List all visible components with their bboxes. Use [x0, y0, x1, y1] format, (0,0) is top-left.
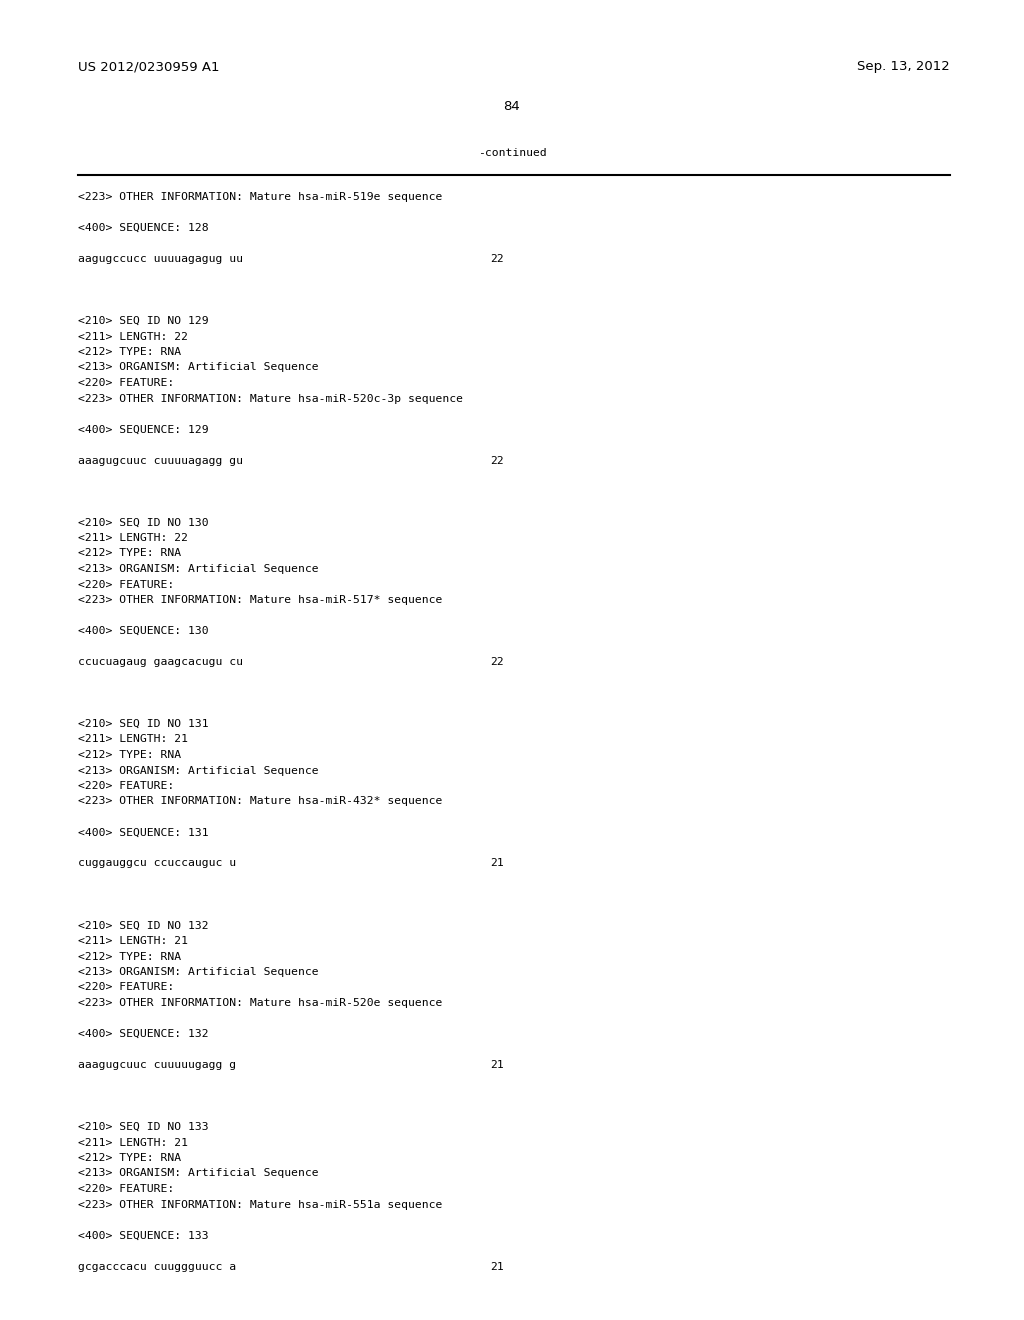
Text: <213> ORGANISM: Artificial Sequence: <213> ORGANISM: Artificial Sequence: [78, 766, 318, 776]
Text: US 2012/0230959 A1: US 2012/0230959 A1: [78, 59, 219, 73]
Text: <220> FEATURE:: <220> FEATURE:: [78, 982, 174, 993]
Text: <400> SEQUENCE: 129: <400> SEQUENCE: 129: [78, 425, 209, 434]
Text: <400> SEQUENCE: 131: <400> SEQUENCE: 131: [78, 828, 209, 837]
Text: -continued: -continued: [477, 148, 547, 158]
Text: <400> SEQUENCE: 132: <400> SEQUENCE: 132: [78, 1030, 209, 1039]
Text: <212> TYPE: RNA: <212> TYPE: RNA: [78, 1152, 181, 1163]
Text: <220> FEATURE:: <220> FEATURE:: [78, 378, 174, 388]
Text: <210> SEQ ID NO 133: <210> SEQ ID NO 133: [78, 1122, 209, 1133]
Text: 21: 21: [490, 858, 504, 869]
Text: cuggauggcu ccuccauguc u: cuggauggcu ccuccauguc u: [78, 858, 237, 869]
Text: <210> SEQ ID NO 130: <210> SEQ ID NO 130: [78, 517, 209, 528]
Text: 22: 22: [490, 657, 504, 667]
Text: <211> LENGTH: 21: <211> LENGTH: 21: [78, 1138, 188, 1147]
Text: <220> FEATURE:: <220> FEATURE:: [78, 1184, 174, 1195]
Text: <210> SEQ ID NO 131: <210> SEQ ID NO 131: [78, 719, 209, 729]
Text: 22: 22: [490, 455, 504, 466]
Text: 84: 84: [504, 100, 520, 114]
Text: <213> ORGANISM: Artificial Sequence: <213> ORGANISM: Artificial Sequence: [78, 564, 318, 574]
Text: <223> OTHER INFORMATION: Mature hsa-miR-551a sequence: <223> OTHER INFORMATION: Mature hsa-miR-…: [78, 1200, 442, 1209]
Text: <211> LENGTH: 22: <211> LENGTH: 22: [78, 331, 188, 342]
Text: <400> SEQUENCE: 130: <400> SEQUENCE: 130: [78, 626, 209, 636]
Text: <212> TYPE: RNA: <212> TYPE: RNA: [78, 549, 181, 558]
Text: <212> TYPE: RNA: <212> TYPE: RNA: [78, 347, 181, 356]
Text: <223> OTHER INFORMATION: Mature hsa-miR-432* sequence: <223> OTHER INFORMATION: Mature hsa-miR-…: [78, 796, 442, 807]
Text: <211> LENGTH: 22: <211> LENGTH: 22: [78, 533, 188, 543]
Text: <220> FEATURE:: <220> FEATURE:: [78, 781, 174, 791]
Text: <213> ORGANISM: Artificial Sequence: <213> ORGANISM: Artificial Sequence: [78, 363, 318, 372]
Text: <213> ORGANISM: Artificial Sequence: <213> ORGANISM: Artificial Sequence: [78, 1168, 318, 1179]
Text: 21: 21: [490, 1262, 504, 1271]
Text: <223> OTHER INFORMATION: Mature hsa-miR-519e sequence: <223> OTHER INFORMATION: Mature hsa-miR-…: [78, 191, 442, 202]
Text: <223> OTHER INFORMATION: Mature hsa-miR-520c-3p sequence: <223> OTHER INFORMATION: Mature hsa-miR-…: [78, 393, 463, 404]
Text: <212> TYPE: RNA: <212> TYPE: RNA: [78, 952, 181, 961]
Text: <400> SEQUENCE: 128: <400> SEQUENCE: 128: [78, 223, 209, 234]
Text: 22: 22: [490, 253, 504, 264]
Text: <211> LENGTH: 21: <211> LENGTH: 21: [78, 936, 188, 946]
Text: <223> OTHER INFORMATION: Mature hsa-miR-520e sequence: <223> OTHER INFORMATION: Mature hsa-miR-…: [78, 998, 442, 1008]
Text: Sep. 13, 2012: Sep. 13, 2012: [857, 59, 950, 73]
Text: <400> SEQUENCE: 133: <400> SEQUENCE: 133: [78, 1230, 209, 1241]
Text: gcgacccacu cuuggguucc a: gcgacccacu cuuggguucc a: [78, 1262, 237, 1271]
Text: <210> SEQ ID NO 129: <210> SEQ ID NO 129: [78, 315, 209, 326]
Text: ccucuagaug gaagcacugu cu: ccucuagaug gaagcacugu cu: [78, 657, 243, 667]
Text: <211> LENGTH: 21: <211> LENGTH: 21: [78, 734, 188, 744]
Text: <223> OTHER INFORMATION: Mature hsa-miR-517* sequence: <223> OTHER INFORMATION: Mature hsa-miR-…: [78, 595, 442, 605]
Text: <213> ORGANISM: Artificial Sequence: <213> ORGANISM: Artificial Sequence: [78, 968, 318, 977]
Text: <220> FEATURE:: <220> FEATURE:: [78, 579, 174, 590]
Text: aagugccucc uuuuagagug uu: aagugccucc uuuuagagug uu: [78, 253, 243, 264]
Text: 21: 21: [490, 1060, 504, 1071]
Text: aaagugcuuc cuuuuagagg gu: aaagugcuuc cuuuuagagg gu: [78, 455, 243, 466]
Text: aaagugcuuc cuuuuugagg g: aaagugcuuc cuuuuugagg g: [78, 1060, 237, 1071]
Text: <210> SEQ ID NO 132: <210> SEQ ID NO 132: [78, 920, 209, 931]
Text: <212> TYPE: RNA: <212> TYPE: RNA: [78, 750, 181, 760]
